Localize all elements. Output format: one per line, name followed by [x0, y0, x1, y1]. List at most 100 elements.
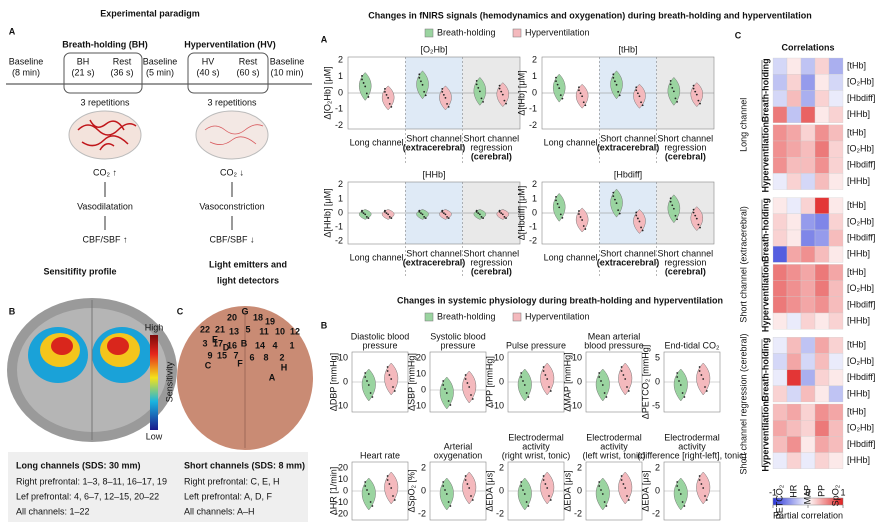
- y-tick-label: -2: [529, 120, 537, 130]
- point: [384, 209, 386, 212]
- optode-label: A: [269, 372, 276, 382]
- panel-title: Experimental paradigm: [100, 8, 200, 18]
- point: [612, 195, 615, 198]
- point: [605, 505, 608, 507]
- panel-title: Correlations: [781, 42, 834, 52]
- point: [525, 392, 528, 394]
- legend-label: Breath-holding: [437, 27, 496, 37]
- point: [555, 76, 557, 79]
- heatmap-cell: [772, 57, 788, 75]
- step-duration: (21 s): [71, 67, 94, 77]
- optode-label: C: [205, 360, 212, 370]
- point: [692, 208, 695, 211]
- row-label: [HHb]: [847, 455, 870, 465]
- point: [420, 212, 422, 215]
- point: [620, 366, 623, 368]
- y-tick-label: -5: [652, 400, 660, 410]
- point: [601, 493, 604, 495]
- heatmap-cell: [772, 436, 788, 453]
- plot-title: pressure: [440, 340, 475, 350]
- column-label: regression: [664, 257, 706, 267]
- point: [388, 374, 391, 376]
- point: [542, 370, 545, 372]
- point: [627, 499, 630, 501]
- point: [471, 398, 474, 400]
- row-label: [Hbdiff]: [847, 439, 875, 449]
- plot-title: End-tidal CO₂: [664, 340, 720, 350]
- heatmap-cell: [800, 420, 816, 437]
- heatmap-cell: [772, 157, 788, 174]
- point: [698, 370, 701, 372]
- point: [364, 481, 367, 483]
- point: [442, 485, 445, 487]
- heatmap-cell: [814, 420, 830, 437]
- row-label: [Hbdiff]: [847, 232, 875, 242]
- optode-label: 8: [263, 352, 268, 362]
- y-tick-label: 0: [421, 485, 426, 495]
- y-tick-label: 2: [338, 55, 343, 65]
- y-tick-label: 0: [421, 384, 426, 394]
- point: [676, 485, 679, 487]
- point: [598, 372, 601, 374]
- heatmap-cell: [800, 90, 816, 107]
- chain-text: CBF/SBF ↓: [209, 234, 254, 244]
- point: [640, 101, 642, 104]
- column-label: regression: [664, 142, 706, 152]
- heatmap-cell: [828, 57, 844, 75]
- row-label: [O₂Hb]: [847, 143, 874, 153]
- point: [672, 207, 675, 210]
- point: [520, 376, 523, 378]
- column-label: Short channel: [406, 248, 462, 258]
- point: [626, 495, 628, 497]
- point: [390, 487, 393, 489]
- point: [620, 370, 623, 372]
- point: [444, 388, 446, 390]
- point: [678, 489, 680, 491]
- y-tick-label: -2: [574, 508, 582, 518]
- point: [522, 380, 524, 382]
- row-label: [tHb]: [847, 267, 866, 277]
- heatmap-cell: [800, 106, 816, 123]
- heatmap-cell: [828, 90, 844, 107]
- point: [384, 211, 386, 213]
- y-tick-label: -10: [335, 497, 348, 507]
- optode-label: E: [212, 334, 218, 344]
- heatmap-cell: [786, 353, 802, 370]
- heatmap-cell: [786, 173, 802, 190]
- point: [626, 386, 628, 388]
- point: [674, 97, 677, 100]
- panel-letter: C: [735, 30, 742, 40]
- row-label: [tHb]: [847, 127, 866, 137]
- point: [635, 89, 638, 92]
- y-tick-label: 10: [494, 352, 504, 362]
- y-tick-label: -2: [335, 120, 343, 130]
- row-label: [HHb]: [847, 249, 870, 259]
- heatmap-cell: [828, 173, 844, 190]
- point: [702, 487, 705, 489]
- column-label: regression: [470, 257, 512, 267]
- y-tick-label: 10: [572, 352, 582, 362]
- heatmap-cell: [828, 229, 844, 247]
- point: [471, 499, 474, 501]
- plot-title: blood pressure: [584, 340, 644, 350]
- heatmap-cell: [814, 264, 830, 281]
- heatmap-cell: [800, 369, 816, 386]
- point: [361, 211, 363, 213]
- chain-text: CO₂ ↓: [220, 167, 244, 177]
- point: [620, 479, 623, 481]
- point: [498, 84, 501, 87]
- point: [501, 213, 504, 216]
- plot-title: activity: [600, 441, 628, 451]
- optode-label: 11: [259, 326, 269, 336]
- heatmap-cell: [814, 157, 830, 174]
- channel-label: Short channel (extracerebral): [738, 206, 748, 323]
- y-axis-label: ΔEDA [μs]: [640, 470, 650, 511]
- point: [635, 214, 638, 217]
- x-tick-label: PP: [816, 485, 826, 497]
- heatmap-cell: [828, 337, 844, 354]
- heatmap-cell: [828, 353, 844, 370]
- point: [441, 209, 444, 212]
- heatmap-cell: [786, 140, 802, 158]
- point: [548, 495, 550, 497]
- point: [582, 225, 585, 227]
